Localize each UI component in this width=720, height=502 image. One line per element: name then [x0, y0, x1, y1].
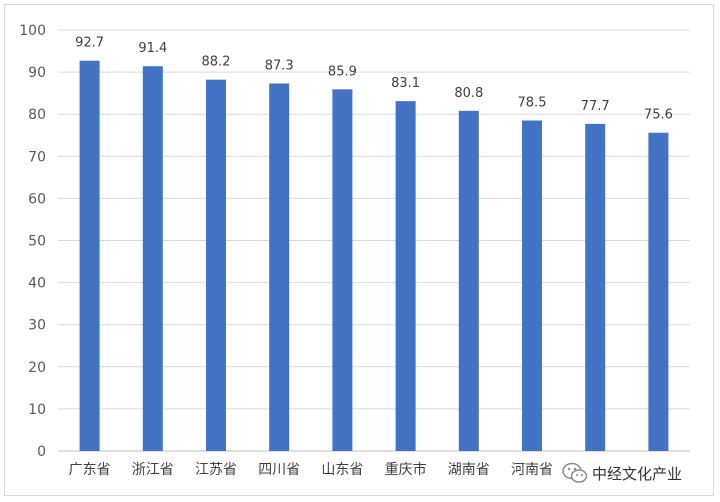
- data-label: 88.2: [202, 55, 231, 70]
- y-tick-label: 100: [19, 23, 46, 39]
- bars: [79, 60, 669, 452]
- bar: [79, 60, 100, 451]
- bar: [332, 89, 353, 452]
- y-tick-label: 50: [28, 234, 46, 250]
- category-label: 广东省: [69, 462, 111, 478]
- data-label: 87.3: [265, 58, 294, 73]
- data-label: 80.8: [454, 86, 483, 101]
- y-tick-label: 90: [28, 65, 46, 81]
- gridlines: [58, 29, 690, 452]
- watermark-text: 中经文化产业: [592, 464, 683, 483]
- y-tick-label: 80: [28, 107, 46, 123]
- y-tick-label: 60: [28, 191, 46, 207]
- bar: [269, 83, 290, 451]
- bar: [142, 66, 163, 452]
- category-label: 四川省: [258, 462, 300, 478]
- wechat-icon: [562, 462, 588, 483]
- data-label: 78.5: [518, 96, 547, 111]
- data-label: 75.6: [644, 108, 673, 123]
- category-labels: 广东省 浙江省 江苏省 四川省 山东省 重庆市 湖南省 河南省: [69, 461, 553, 478]
- bar: [585, 123, 606, 452]
- y-tick-label: 0: [37, 444, 46, 460]
- data-label: 83.1: [391, 76, 420, 91]
- category-label: 河南省: [511, 462, 553, 478]
- data-labels: 92.7 91.4 88.2 87.3 85.9 83.1 80.8 78.5 77.7 75.6: [75, 36, 673, 123]
- category-label: 浙江省: [132, 462, 174, 478]
- data-label: 92.7: [75, 36, 104, 51]
- bar: [206, 79, 226, 451]
- data-label: 77.7: [581, 99, 610, 114]
- y-tick-label: 10: [28, 402, 46, 418]
- bar: [648, 132, 669, 451]
- category-label: 山东省: [321, 462, 363, 478]
- y-tick-label: 20: [28, 360, 46, 376]
- category-label: 重庆市: [385, 461, 427, 478]
- bar: [458, 110, 479, 451]
- watermark: 中经文化产业: [562, 460, 683, 486]
- category-label: 湖南省: [448, 462, 490, 478]
- bar: [395, 101, 416, 452]
- y-axis-ticks: 0 10 20 30 40 50 60 70 80 90 100: [19, 23, 46, 460]
- category-label: 江苏省: [195, 462, 237, 478]
- data-label: 91.4: [138, 41, 167, 56]
- y-tick-label: 40: [28, 276, 46, 292]
- bar: [522, 120, 542, 451]
- y-tick-label: 30: [28, 318, 46, 334]
- data-label: 85.9: [328, 64, 357, 79]
- y-tick-label: 70: [28, 149, 46, 165]
